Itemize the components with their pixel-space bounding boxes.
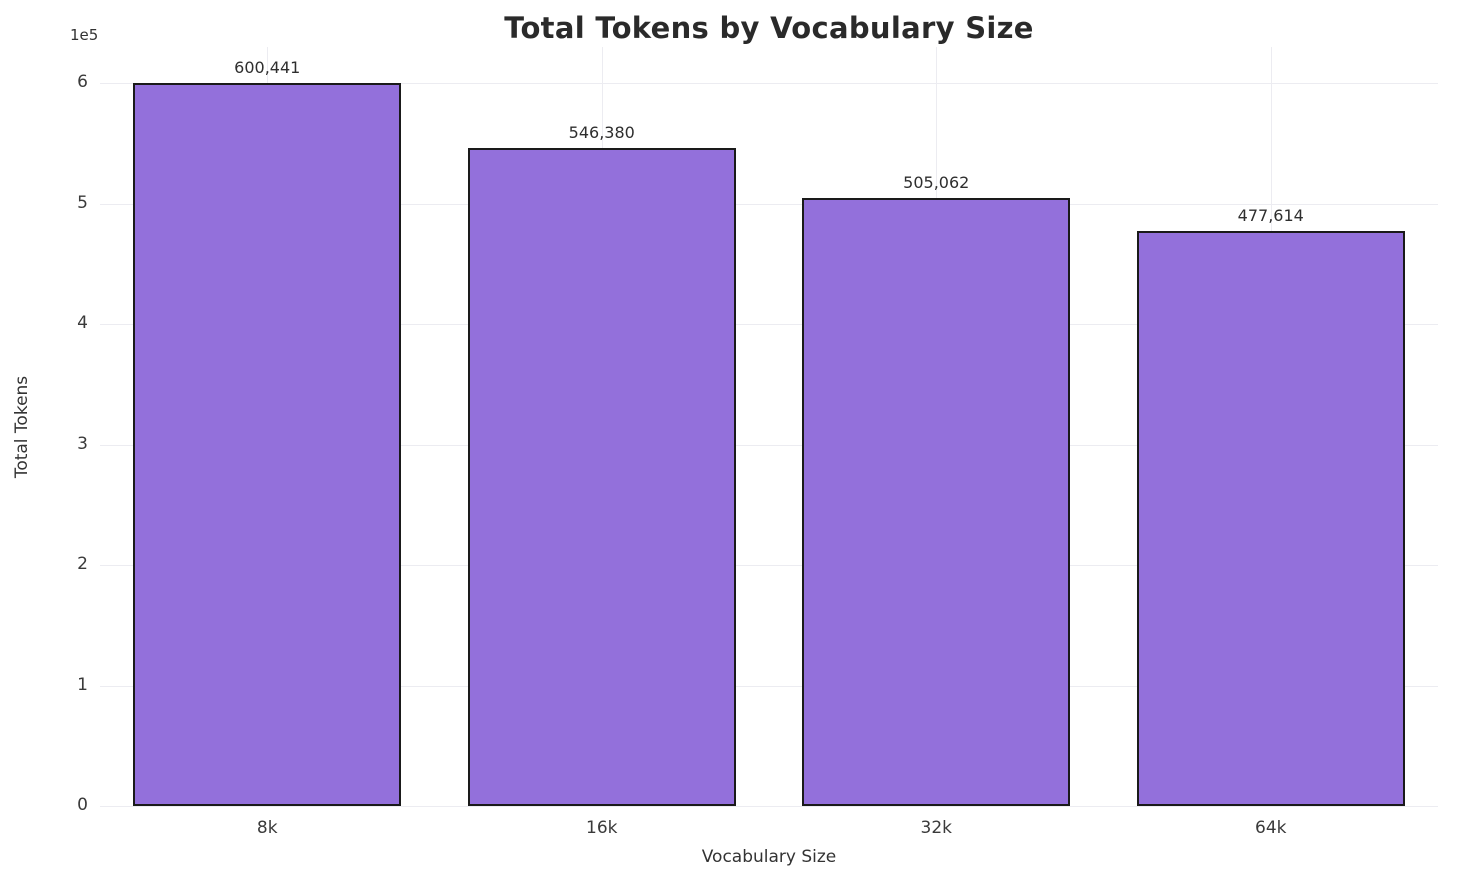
y-tick-label: 4: [77, 313, 88, 334]
y-tick-label: 3: [77, 433, 88, 454]
x-axis-label: Vocabulary Size: [701, 847, 837, 867]
y-tick-label: 5: [77, 192, 88, 213]
plot-area: 600,441 546,380 505,062 477,614: [100, 47, 1438, 807]
bar-value-label: 505,062: [903, 172, 970, 192]
y-tick-label: 2: [77, 554, 88, 575]
y-gridline: [100, 83, 1438, 85]
bar-value-label: 600,441: [234, 57, 301, 77]
bar: [1136, 230, 1405, 806]
x-tick-label: 16k: [586, 818, 618, 838]
bar-value-label: 546,380: [568, 122, 635, 142]
x-tick-label: 32k: [920, 818, 952, 838]
y-tick-label: 1: [77, 674, 88, 695]
y-axis-label: Total Tokens: [12, 375, 32, 479]
y-tick-label: 6: [77, 72, 88, 93]
chart-title: Total Tokens by Vocabulary Size: [504, 11, 1034, 45]
bar: [802, 197, 1071, 806]
y-gridline: [100, 565, 1438, 567]
bar: [133, 82, 402, 806]
y-gridline: [100, 203, 1438, 205]
x-tick-label: 8k: [256, 818, 278, 838]
y-tick-label: 0: [77, 795, 88, 815]
y-gridline: [100, 324, 1438, 326]
y-axis-offset-label: 1e5: [70, 26, 99, 44]
x-tick-label: 64k: [1255, 818, 1287, 838]
bar: [467, 147, 736, 806]
bar-value-label: 477,614: [1237, 205, 1304, 225]
y-gridline: [100, 685, 1438, 687]
y-gridline: [100, 444, 1438, 446]
y-gridline: [100, 806, 1438, 807]
